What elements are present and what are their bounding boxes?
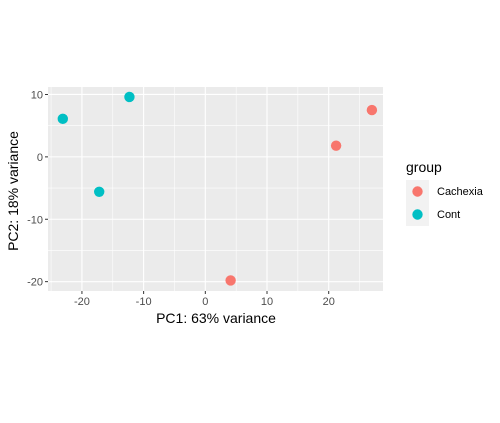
x-axis: -20 -10 0 10 20 (74, 291, 335, 308)
data-points (57, 91, 378, 286)
y-axis-label: PC2: 18% variance (5, 131, 21, 251)
y-tick-label: -20 (27, 277, 43, 289)
minor-gridlines (48, 87, 383, 291)
y-tick-label: -10 (27, 214, 43, 226)
data-point-cachexia (330, 140, 342, 151)
x-tick-label: 20 (323, 296, 335, 308)
legend-label-cachexia: Cachexia (437, 186, 484, 198)
data-point-cont (94, 186, 105, 198)
legend: group Cachexia Cont (406, 159, 484, 226)
x-axis-label: PC1: 63% variance (156, 310, 276, 326)
legend-title: group (406, 159, 442, 175)
data-point-cachexia (225, 275, 236, 286)
legend-key-cont (412, 209, 423, 220)
data-point-cachexia (366, 104, 378, 116)
y-tick-label: 10 (31, 89, 43, 101)
legend-items: Cachexia Cont (406, 180, 484, 226)
x-tick-label: -10 (136, 296, 152, 308)
legend-key-cachexia (412, 186, 423, 197)
legend-label-cont: Cont (437, 209, 460, 221)
data-point-cont (124, 91, 135, 103)
plot-panel (48, 87, 383, 291)
y-tick-label: 0 (37, 152, 43, 164)
x-tick-label: 10 (261, 296, 273, 308)
data-point-cont (57, 113, 69, 125)
x-tick-label: 0 (202, 296, 208, 308)
major-gridlines (48, 87, 383, 291)
x-tick-label: -20 (74, 296, 90, 308)
y-axis: -20 -10 0 10 (27, 89, 48, 289)
